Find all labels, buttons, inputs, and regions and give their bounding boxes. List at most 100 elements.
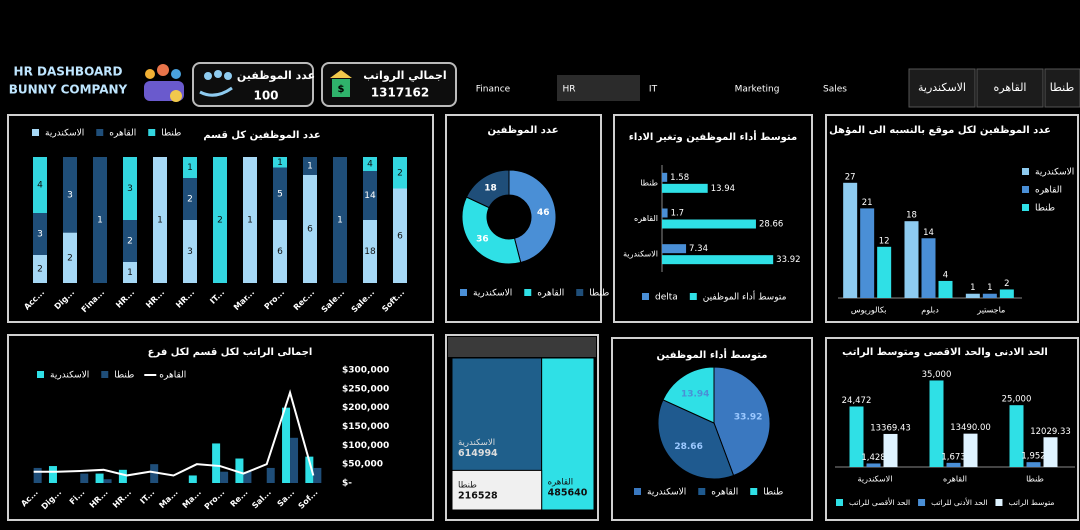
data-label: 1,673 [941,452,965,462]
data-label: 7.34 [689,244,708,254]
data-label: 12 [879,236,890,246]
data-label: 28.66 [759,220,783,230]
bar [843,182,858,298]
bar [212,443,221,483]
data-label: 1.58 [670,173,689,183]
data-label: 33.92 [734,412,762,422]
bar [103,479,112,483]
slice [461,196,522,265]
x-tick-label: دبلوم [921,306,939,315]
legend-swatch [689,293,697,300]
slice [657,399,735,480]
cell-label: طنطا [458,481,477,491]
bar [1009,405,1024,467]
data-label: 46 [537,208,550,218]
legend-swatch [698,488,706,495]
legend-label: الحد الأقصى للراتب [849,497,910,507]
data-label: 1 [247,216,253,226]
chart-title: الحد الادنى والحد الاقصى ومتوسط الراتب [842,347,1048,358]
slice [465,169,510,209]
y-tick-label: $200,000 [342,403,389,413]
bar [982,293,997,298]
legend-label: طنطا [589,289,609,299]
bar [999,289,1014,298]
y-tick-label: $300,000 [342,366,389,376]
data-label: 2 [397,168,403,178]
bar [48,466,57,483]
legend-swatch [995,499,1003,506]
y-tick-label: $50,000 [342,460,383,470]
chart-title: متوسط أداء الموظفين [656,348,767,361]
bar [860,208,875,298]
legend-label: الاسكندرية [647,488,686,498]
bar [883,433,898,467]
legend-swatch [37,371,44,378]
legend-swatch [750,488,758,495]
data-label: 1 [97,216,103,226]
y-tick-label: $100,000 [342,441,389,451]
chart-title: عدد الموظفين [487,125,558,136]
data-label: 1 [307,162,313,172]
bar-segment [33,213,47,255]
data-label: 18 [906,211,917,221]
team-icon [144,64,184,102]
legend-label: القاهره [711,488,738,498]
bar [849,406,864,467]
data-label: 24,472 [842,396,872,406]
branch-button[interactable] [976,68,1044,108]
bar-segment [183,157,197,178]
bar-segment [183,220,197,283]
bar [290,437,299,483]
bar [188,475,197,483]
data-label: 13369.43 [870,423,911,433]
data-label: 5 [277,189,283,199]
branch-button[interactable] [1044,68,1080,108]
legend-swatch [32,129,39,136]
bar-segment [63,157,77,233]
bar-segment [33,157,47,213]
branch-label[interactable]: الاسكندرية [918,81,966,94]
branch-button[interactable] [908,68,976,108]
data-label: 3 [37,230,43,240]
treemap-cell [451,469,543,511]
data-label: 1 [157,216,163,226]
bar [662,208,668,218]
bar [921,238,936,298]
bar [963,433,978,467]
y-tick-label: $150,000 [342,422,389,432]
bar [305,456,314,483]
legend-swatch [96,129,104,136]
tab[interactable]: Sales [823,85,847,95]
slice [662,366,715,424]
tab[interactable]: Finance [476,85,511,95]
treemap-cell [541,357,595,511]
data-label: 6 [277,247,283,257]
legend-label: delta [655,293,678,303]
panel [613,114,813,323]
slice [508,169,557,264]
bar [266,467,275,483]
data-label: 3 [67,190,73,200]
x-tick-label: القاهره [943,475,967,484]
legend-swatch [634,488,641,495]
data-label: 1,428 [861,453,885,463]
bar [662,244,687,254]
data-label: 1 [187,163,193,173]
tab[interactable]: IT [649,85,658,95]
bar-segment [243,157,257,283]
data-label: 2 [37,265,43,275]
chart-title: اجمالى الراتب لكل قسم لكل فرع [148,347,313,358]
data-label: 2 [67,253,73,263]
legend-label: القاهره [1035,186,1062,196]
cell-value: 614994 [458,448,498,459]
cell-label: الاسكندرية [458,438,495,448]
tab[interactable]: HR [562,85,575,95]
bar [1043,437,1058,467]
cell-value: 485640 [548,488,588,499]
tab[interactable]: Marketing [735,85,780,95]
bar [866,463,881,467]
branch-label[interactable]: القاهره [994,81,1027,94]
data-label: 18 [364,247,376,257]
branch-label[interactable]: طنطا [1050,81,1075,94]
bar-segment [123,262,137,283]
